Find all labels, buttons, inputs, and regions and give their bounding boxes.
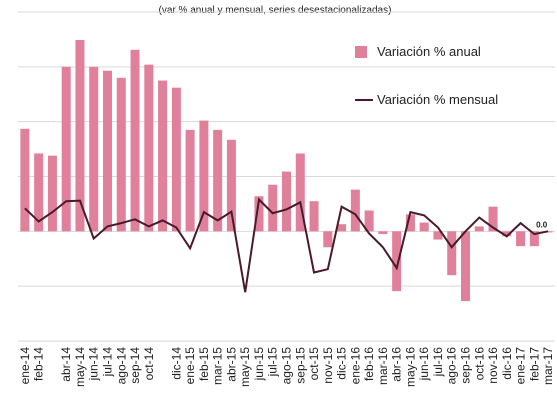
bar [529,231,539,247]
bar [103,70,112,232]
bar [405,214,415,232]
bar [171,87,181,232]
x-tick-label: ene-16 [348,347,362,385]
x-tick-label: jun-16 [417,347,431,382]
x-tick-label: jul-14 [101,347,115,378]
bar [282,171,291,232]
x-tick-label: feb-14 [32,347,46,381]
bar [419,222,429,232]
x-tick-label: oct-15 [307,347,321,381]
x-tick-label: oct-14 [142,347,156,381]
x-tick-label: abr-15 [224,347,238,382]
x-tick-label: feb-16 [362,347,376,381]
bar [199,120,209,232]
bar [337,224,347,232]
x-tick-label: jun-14 [87,347,101,382]
bar [144,64,154,232]
bar [461,231,470,301]
bar [158,80,168,232]
bar [47,155,57,232]
bar [364,210,374,232]
legend-label: Variación % mensual [377,92,498,107]
x-tick-label: abr-16 [390,347,404,382]
x-tick-label: dic-15 [335,347,349,380]
bar [447,231,457,276]
x-tick-label: ene-14 [18,347,32,385]
bar [516,231,526,247]
x-tick-label: sep-15 [293,347,307,384]
bar [323,231,333,248]
bar [89,66,99,232]
legend-swatch [355,46,367,58]
x-tick-label: mar-15 [211,347,225,385]
x-tick-label: ago-15 [280,347,294,385]
x-tick-label: abr-14 [59,347,73,382]
x-tick-label: mar-16 [376,347,390,385]
x-tick-label: may-14 [73,347,87,387]
bar [254,196,264,232]
x-tick-label: ago-14 [114,347,128,385]
x-tick-label: may-15 [238,347,252,387]
bar [295,153,305,232]
x-tick-label: ene-15 [183,347,197,385]
bar [61,66,71,232]
data-label: 0.0 [536,220,548,229]
chart-subtitle: (var % anual y mensual, series desestaci… [159,5,392,16]
bar [226,139,236,232]
bar [350,189,360,232]
bar [433,231,443,240]
bar [116,77,126,232]
bar [185,129,195,232]
x-tick-label: ago-16 [445,347,459,385]
bar [392,231,402,292]
legend-label: Variación % anual [377,44,481,59]
bar [488,206,498,232]
x-tick-label: jul-16 [431,347,445,378]
x-tick-label: dic-14 [169,347,183,380]
x-tick-label: nov-15 [321,347,335,384]
bar [474,226,484,232]
x-tick-label: jul-15 [266,347,280,378]
bar [309,201,319,232]
bar [75,39,85,232]
x-tick-label: sep-16 [459,347,473,384]
bar [213,129,223,232]
x-tick-label: feb-17 [527,347,541,381]
x-tick-label: feb-15 [197,347,211,381]
bar [378,231,388,235]
x-tick-label: dic-16 [500,347,514,380]
x-tick-label: oct-16 [472,347,486,381]
bar [130,49,140,232]
bar [20,128,30,232]
bar [502,231,512,237]
x-tick-label: ene-17 [514,347,528,385]
line [24,197,549,293]
x-tick-label: nov-16 [486,347,500,384]
bar [34,153,44,232]
bar [268,184,278,232]
x-tick-label: sep-14 [128,347,142,384]
x-tick-label: jun-15 [252,347,266,382]
x-tick-label: may-16 [403,347,417,387]
x-tick-label: mar-17 [541,347,555,385]
